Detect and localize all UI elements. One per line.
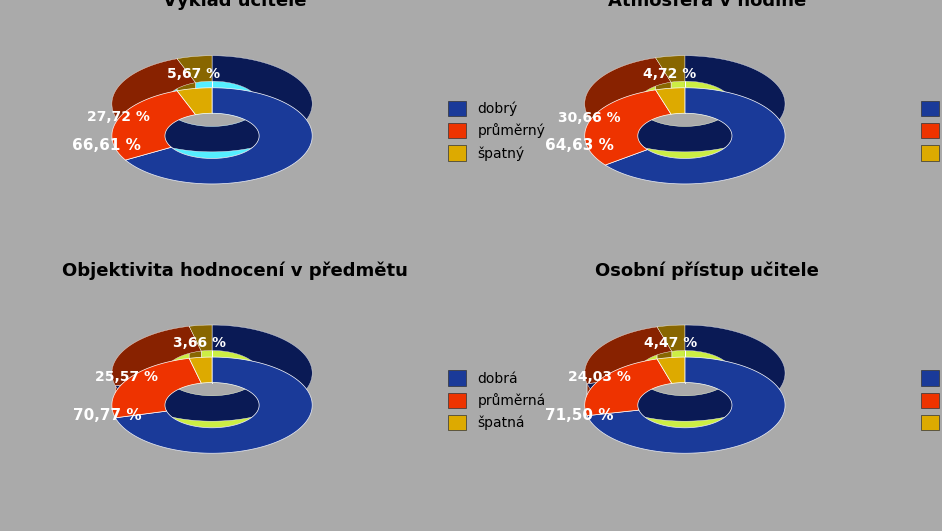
- Polygon shape: [656, 56, 685, 82]
- Polygon shape: [587, 378, 639, 416]
- Polygon shape: [585, 58, 671, 133]
- Polygon shape: [585, 327, 672, 383]
- Title: Osobní přístup učitele: Osobní přístup učitele: [595, 261, 820, 280]
- Polygon shape: [112, 91, 196, 160]
- Legend: dobrý, průměrný, špatný: dobrý, průměrný, špatný: [448, 101, 545, 160]
- Polygon shape: [606, 117, 647, 165]
- Polygon shape: [112, 326, 189, 418]
- Polygon shape: [171, 81, 259, 158]
- Polygon shape: [115, 379, 167, 418]
- Polygon shape: [671, 81, 685, 114]
- Polygon shape: [585, 58, 656, 165]
- Polygon shape: [658, 325, 685, 359]
- Text: 4,72 %: 4,72 %: [642, 67, 696, 81]
- Legend: dobrá, průměrná, špatná: dobrá, průměrná, špatná: [448, 371, 545, 430]
- Text: 71,50 %: 71,50 %: [545, 408, 614, 423]
- Polygon shape: [196, 81, 212, 115]
- Polygon shape: [167, 350, 259, 428]
- Polygon shape: [587, 325, 785, 453]
- Polygon shape: [177, 59, 196, 115]
- Polygon shape: [202, 350, 212, 383]
- Polygon shape: [189, 325, 212, 351]
- Polygon shape: [638, 352, 672, 410]
- Polygon shape: [112, 358, 202, 418]
- Polygon shape: [165, 83, 196, 147]
- Text: 5,67 %: 5,67 %: [167, 67, 220, 81]
- Polygon shape: [656, 56, 685, 90]
- Polygon shape: [177, 88, 212, 115]
- Polygon shape: [177, 56, 212, 91]
- Title: Objektivita hodnocení v předmětu: Objektivita hodnocení v předmětu: [61, 261, 408, 280]
- Text: 66,61 %: 66,61 %: [73, 139, 141, 153]
- Polygon shape: [125, 88, 312, 184]
- Polygon shape: [606, 56, 785, 184]
- Title: Atmosféra v hodině: Atmosféra v hodině: [609, 0, 806, 11]
- Polygon shape: [658, 327, 672, 383]
- Polygon shape: [587, 325, 785, 421]
- Legend: dobrý, průměrný, špatný: dobrý, průměrný, špatný: [921, 371, 942, 430]
- Polygon shape: [112, 326, 202, 386]
- Polygon shape: [115, 325, 312, 421]
- Text: 27,72 %: 27,72 %: [87, 110, 150, 124]
- Polygon shape: [585, 327, 658, 416]
- Polygon shape: [112, 59, 196, 128]
- Polygon shape: [656, 58, 671, 114]
- Polygon shape: [639, 350, 732, 428]
- Text: 70,77 %: 70,77 %: [73, 408, 141, 423]
- Polygon shape: [177, 56, 212, 83]
- Title: Výklad učitele: Výklad učitele: [163, 0, 306, 11]
- Polygon shape: [177, 59, 196, 115]
- Polygon shape: [125, 115, 171, 160]
- Polygon shape: [587, 357, 785, 453]
- Text: 25,57 %: 25,57 %: [95, 370, 158, 384]
- Polygon shape: [656, 58, 671, 114]
- Polygon shape: [658, 357, 685, 383]
- Polygon shape: [672, 350, 685, 383]
- Text: 4,47 %: 4,47 %: [643, 336, 697, 350]
- Polygon shape: [125, 56, 312, 152]
- Polygon shape: [606, 117, 647, 165]
- Polygon shape: [165, 351, 202, 411]
- Polygon shape: [638, 82, 671, 150]
- Text: 3,66 %: 3,66 %: [173, 336, 226, 350]
- Polygon shape: [189, 326, 202, 383]
- Polygon shape: [125, 56, 312, 184]
- Text: 24,03 %: 24,03 %: [568, 371, 631, 384]
- Polygon shape: [125, 115, 171, 160]
- Polygon shape: [606, 56, 785, 152]
- Polygon shape: [112, 59, 177, 160]
- Text: 30,66 %: 30,66 %: [559, 112, 621, 125]
- Polygon shape: [189, 325, 212, 358]
- Polygon shape: [115, 379, 167, 418]
- Polygon shape: [606, 88, 785, 184]
- Polygon shape: [189, 326, 202, 383]
- Polygon shape: [647, 81, 732, 158]
- Polygon shape: [658, 327, 672, 383]
- Polygon shape: [658, 325, 685, 352]
- Polygon shape: [656, 88, 685, 114]
- Legend: dobrá, průměrná, špatná: dobrá, průměrná, špatná: [921, 101, 942, 160]
- Polygon shape: [585, 90, 671, 165]
- Polygon shape: [115, 357, 312, 453]
- Polygon shape: [189, 357, 212, 383]
- Polygon shape: [115, 325, 312, 453]
- Text: 64,63 %: 64,63 %: [545, 139, 614, 153]
- Polygon shape: [587, 378, 639, 416]
- Polygon shape: [585, 359, 672, 416]
